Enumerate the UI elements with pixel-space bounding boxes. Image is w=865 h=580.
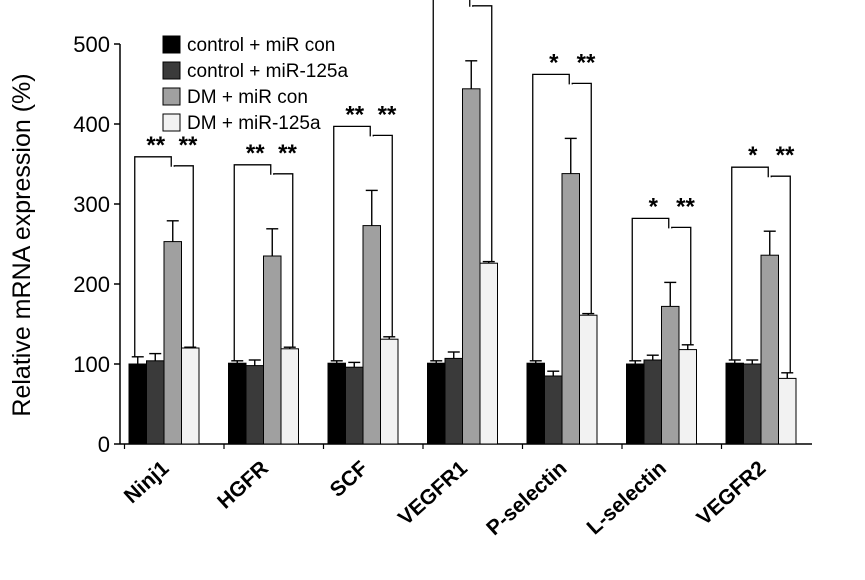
significance-label: * xyxy=(748,142,758,169)
x-tick-label: VEGFR1 xyxy=(394,456,472,530)
significance-label: ** xyxy=(179,132,198,159)
bar xyxy=(346,367,364,444)
bar xyxy=(264,256,282,444)
bar xyxy=(480,263,498,444)
bar xyxy=(129,364,147,444)
bar xyxy=(182,348,200,444)
bar xyxy=(164,242,182,444)
x-tick-label: P-selectin xyxy=(482,457,571,540)
bar xyxy=(679,350,697,444)
y-ticks: 0 100 200 300 400 500 xyxy=(73,32,120,457)
x-tick-label: VEGFR2 xyxy=(693,457,771,530)
y-tick-label: 0 xyxy=(98,432,110,457)
bar xyxy=(246,366,264,444)
legend-swatch xyxy=(163,88,180,105)
bar xyxy=(328,363,346,444)
significance-label: ** xyxy=(278,140,297,167)
bar xyxy=(562,174,580,444)
bar xyxy=(627,364,645,444)
significance-label: * xyxy=(649,193,659,220)
significance-label: * xyxy=(549,49,559,76)
bar xyxy=(147,361,165,444)
x-tick-label: HGFR xyxy=(213,457,273,514)
y-tick-label: 300 xyxy=(73,192,110,217)
y-axis-label: Relative mRNA expression (%) xyxy=(8,73,36,416)
significance-label: ** xyxy=(676,193,695,220)
y-tick-label: 500 xyxy=(73,32,110,57)
legend-label: control + miR-125a xyxy=(187,61,348,82)
bar xyxy=(381,339,399,444)
significance-label: ** xyxy=(577,49,596,76)
legend-swatch xyxy=(163,36,180,53)
significance-label: ** xyxy=(776,142,795,169)
x-tick-label: Ninj1 xyxy=(120,456,174,508)
bar xyxy=(545,376,563,444)
legend-label: control + miR con xyxy=(187,35,335,56)
bar xyxy=(744,364,762,444)
legend-label: DM + miR con xyxy=(187,87,308,108)
bar xyxy=(229,363,247,444)
legend-swatch xyxy=(163,62,180,79)
y-tick-label: 400 xyxy=(73,112,110,137)
legend-label: DM + miR-125a xyxy=(187,113,321,134)
bar xyxy=(281,349,299,444)
bar xyxy=(428,363,446,444)
y-tick-label: 200 xyxy=(73,272,110,297)
bar xyxy=(761,255,779,444)
bar xyxy=(644,360,662,444)
significance-label: ** xyxy=(246,140,265,167)
significance-label: ** xyxy=(146,132,165,159)
significance-label: ** xyxy=(345,101,364,128)
x-tick-label: L-selectin xyxy=(583,457,671,540)
bar xyxy=(726,363,744,444)
x-tick-labels: Ninj1 HGFR SCF VEGFR1 P-selectin L-selectin VE… xyxy=(120,456,771,540)
bar xyxy=(527,363,545,444)
y-tick-label: 100 xyxy=(73,352,110,377)
significance-label: ** xyxy=(378,101,397,128)
bar xyxy=(779,378,797,444)
bar xyxy=(445,358,463,444)
bar xyxy=(363,226,381,444)
legend: control + miR con control + miR-125a DM + … xyxy=(163,35,348,134)
bar xyxy=(580,315,598,444)
legend-swatch xyxy=(163,114,180,131)
bar xyxy=(463,89,481,444)
x-tick-label: SCF xyxy=(326,457,373,502)
bar xyxy=(662,306,680,444)
